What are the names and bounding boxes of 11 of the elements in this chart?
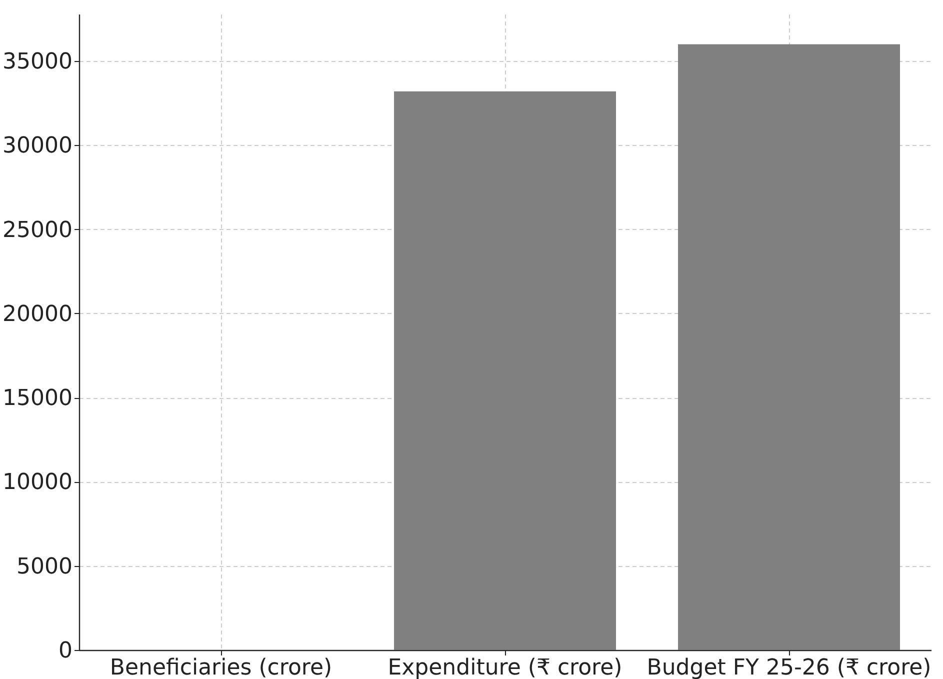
y-tick-label: 30000 <box>2 134 72 159</box>
y-tick-label: 5000 <box>16 554 72 580</box>
x-tick-label: Expenditure (₹ crore) <box>388 656 622 679</box>
x-tick-label: Budget FY 25-26 (₹ crore) <box>646 656 932 679</box>
y-tick-label: 10000 <box>2 470 72 496</box>
y-tick-label: 15000 <box>2 386 72 412</box>
y-tick-label: 0 <box>58 638 72 664</box>
y-tick-label: 20000 <box>2 302 72 327</box>
y-tick-label: 25000 <box>2 218 72 243</box>
y-tick-label: 35000 <box>2 50 72 75</box>
x-tick-label: Beneficiaries (crore) <box>110 656 332 679</box>
